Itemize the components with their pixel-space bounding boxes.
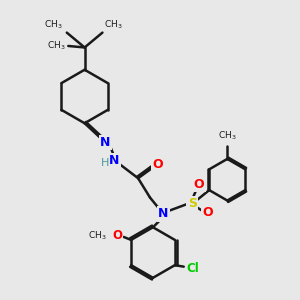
Text: O: O	[112, 229, 122, 242]
Text: N: N	[100, 136, 111, 149]
Text: CH$_3$: CH$_3$	[88, 229, 106, 242]
Text: S: S	[188, 197, 197, 210]
Text: N: N	[109, 154, 119, 167]
Text: O: O	[194, 178, 204, 191]
Text: Cl: Cl	[186, 262, 199, 275]
Text: CH$_3$: CH$_3$	[104, 19, 123, 31]
Text: CH$_3$: CH$_3$	[218, 130, 237, 142]
Text: O: O	[152, 158, 163, 171]
Text: CH$_3$: CH$_3$	[47, 40, 65, 52]
Text: H: H	[101, 158, 110, 168]
Text: CH$_3$: CH$_3$	[44, 19, 62, 31]
Text: N: N	[158, 207, 169, 220]
Text: O: O	[202, 206, 213, 219]
